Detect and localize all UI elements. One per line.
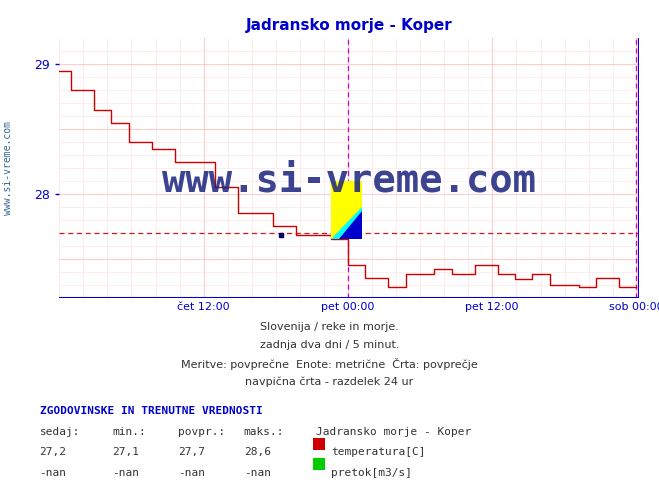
Text: Meritve: povprečne  Enote: metrične  Črta: povprečje: Meritve: povprečne Enote: metrične Črta:… [181, 358, 478, 370]
Text: ZGODOVINSKE IN TRENUTNE VREDNOSTI: ZGODOVINSKE IN TRENUTNE VREDNOSTI [40, 406, 262, 416]
Text: min.:: min.: [112, 427, 146, 437]
Text: -nan: -nan [40, 468, 67, 478]
Text: 27,7: 27,7 [178, 447, 205, 457]
Title: Jadransko morje - Koper: Jadransko morje - Koper [246, 18, 453, 33]
Text: www.si-vreme.com: www.si-vreme.com [3, 121, 13, 215]
Text: -nan: -nan [244, 468, 271, 478]
Text: 28,6: 28,6 [244, 447, 271, 457]
Text: pretok[m3/s]: pretok[m3/s] [331, 468, 412, 478]
Polygon shape [339, 211, 362, 239]
Text: zadnja dva dni / 5 minut.: zadnja dva dni / 5 minut. [260, 340, 399, 350]
Text: povpr.:: povpr.: [178, 427, 225, 437]
Text: -nan: -nan [112, 468, 139, 478]
Text: maks.:: maks.: [244, 427, 284, 437]
Text: navpična črta - razdelek 24 ur: navpična črta - razdelek 24 ur [245, 376, 414, 387]
Text: sedaj:: sedaj: [40, 427, 80, 437]
Text: 27,2: 27,2 [40, 447, 67, 457]
Bar [331, 181, 362, 239]
Text: Jadransko morje - Koper: Jadransko morje - Koper [316, 427, 472, 437]
Text: Slovenija / reke in morje.: Slovenija / reke in morje. [260, 322, 399, 332]
Text: 27,1: 27,1 [112, 447, 139, 457]
Polygon shape [331, 207, 362, 239]
Text: -nan: -nan [178, 468, 205, 478]
Text: www.si-vreme.com: www.si-vreme.com [162, 162, 536, 200]
Text: temperatura[C]: temperatura[C] [331, 447, 425, 457]
